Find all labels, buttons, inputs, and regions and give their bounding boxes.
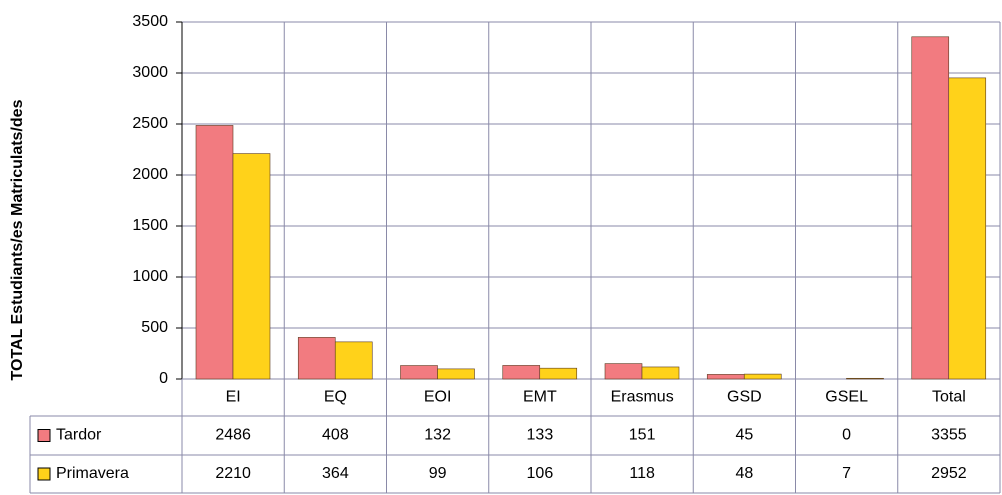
table-value: 0: [842, 427, 851, 444]
bar: [706, 374, 745, 380]
bar: [604, 363, 643, 380]
y-tick-label: 2500: [132, 115, 168, 132]
bar: [641, 366, 680, 380]
bar: [437, 368, 475, 380]
y-tick-label: 1000: [132, 268, 168, 285]
table-value: 2952: [931, 465, 967, 482]
table-value: 2486: [215, 427, 251, 444]
table-value: 7: [842, 465, 851, 482]
table-value: 151: [629, 427, 656, 444]
table-value: 133: [527, 427, 554, 444]
y-tick-label: 0: [159, 370, 168, 387]
x-tick-label: GSEL: [825, 389, 868, 406]
table-value: 132: [424, 427, 451, 444]
bar: [232, 153, 271, 380]
bar: [400, 365, 438, 380]
bar: [846, 377, 884, 380]
y-tick-label: 3000: [132, 64, 168, 81]
y-tick-label: 500: [141, 319, 168, 336]
table-value: 408: [322, 427, 349, 444]
table-value: 106: [527, 465, 554, 482]
x-tick-label: Erasmus: [611, 389, 674, 406]
y-axis-label: TOTAL Estudiants/es Matriculats/des: [9, 99, 26, 380]
y-tick-label: 3500: [132, 13, 168, 30]
bar: [948, 77, 987, 380]
x-tick-label: EQ: [324, 389, 347, 406]
table-value: 364: [322, 465, 349, 482]
bar: [334, 341, 373, 380]
legend-swatch: [37, 429, 51, 442]
legend-swatch: [37, 467, 51, 481]
table-value: 45: [735, 427, 753, 444]
x-tick-label: EI: [226, 389, 241, 406]
y-tick-label: 1500: [132, 217, 168, 234]
legend-label: Tardor: [56, 427, 102, 444]
table-value: 118: [629, 465, 655, 482]
bar: [911, 36, 950, 380]
x-tick-label: Total: [932, 389, 966, 406]
y-tick-label: 2000: [132, 166, 168, 183]
bar: [297, 337, 336, 380]
x-tick-label: EMT: [523, 389, 557, 406]
table-value: 48: [735, 465, 753, 482]
table-value: 2210: [215, 465, 251, 482]
table-value: 99: [429, 465, 447, 482]
bar: [539, 367, 578, 380]
table-value: 3355: [931, 427, 967, 444]
bar: [743, 373, 782, 380]
x-tick-label: GSD: [727, 389, 762, 406]
bar: [195, 125, 234, 380]
legend-label: Primavera: [56, 465, 129, 482]
bar: [502, 365, 541, 380]
x-tick-label: EOI: [424, 389, 452, 406]
